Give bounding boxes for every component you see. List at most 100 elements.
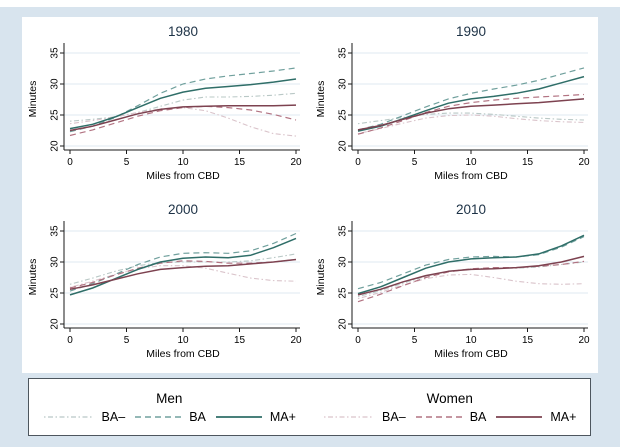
series-line-men-ba [357,67,585,131]
x-tick-label: 20 [290,157,302,168]
x-tick-label: 10 [177,335,189,346]
legend-group-women: Women BA– BA MA+ [310,379,591,435]
legend-entry-men-ma-plus: MA+ [215,410,296,424]
y-axis-title: Minutes [315,259,327,296]
x-tick-label: 10 [465,335,477,346]
x-axis-title: Miles from CBD [146,170,220,182]
plot-area: 20 25 30 35 0 5 10 15 20 [50,43,302,168]
x-tick-label: 0 [355,157,361,168]
plot-area: 20 25 30 35 0 5 10 15 20 [50,221,302,346]
x-axis-title: Miles from CBD [434,170,508,182]
plot-panels-region: 1980 Minutes 20 25 30 35 0 5 10 15 20 Miles from… [22,17,598,373]
y-axis-title: Minutes [315,81,327,118]
x-tick-label: 0 [355,335,361,346]
y-axis-title: Minutes [27,259,39,296]
legend-entry-women-ba: BA [415,410,487,425]
series-line-women-ma- [357,98,585,131]
series-line-men-ba- [69,253,297,285]
y-tick-label: 30 [338,78,349,90]
legend-row-women: BA– BA MA+ [323,410,576,424]
legend-header-men: Men [156,390,183,406]
x-tick-label: 10 [177,157,189,168]
legend-label: BA [469,410,487,425]
x-axis-title: Miles from CBD [146,348,220,360]
series-line-men-ba [69,232,297,292]
series-line-women-ba- [357,273,585,300]
panel-grid: 1980 Minutes 20 25 30 35 0 5 10 15 20 Miles from… [22,17,598,373]
legend-header-women: Women [426,390,473,406]
series-line-women-ba- [357,114,585,135]
x-tick-label: 0 [67,335,73,346]
x-tick-label: 20 [578,157,590,168]
chart-panel-1980: 1980 Minutes 20 25 30 35 0 5 10 15 20 Miles from… [22,17,310,195]
chart-panel-2000: 2000 Minutes 20 25 30 35 0 5 10 15 20 Miles from… [22,195,310,373]
x-tick-label: 20 [290,335,302,346]
series-line-women-ma- [69,104,297,132]
chart-svg-1980: 1980 Minutes 20 25 30 35 0 5 10 15 20 Miles from… [27,24,302,182]
plot-area: 20 25 30 35 0 5 10 15 20 [338,43,590,168]
y-tick-label: 25 [338,109,349,121]
series-line-women-ba- [69,107,297,137]
series-line-women-ma- [357,255,585,296]
y-tick-label: 35 [338,225,349,237]
x-axis-title: Miles from CBD [434,348,508,360]
y-tick-label: 35 [338,47,349,59]
series-line-men-ba- [357,112,585,125]
y-tick-label: 20 [338,318,349,330]
series-line-women-ma- [69,258,297,291]
x-tick-label: 15 [234,157,246,168]
series-line-women-ba [357,260,585,303]
series-line-women-ba [69,105,297,137]
y-tick-label: 20 [50,140,61,152]
legend-entry-women-ma-plus: MA+ [495,410,576,424]
chart-panel-2010: 2010 Minutes 20 25 30 35 0 5 10 15 20 Miles from… [310,195,598,373]
y-tick-label: 35 [50,225,61,237]
y-axis-title: Minutes [27,81,39,118]
legend-entry-men-ba-minus: BA– [43,410,126,425]
dotted-line-swatch-icon [43,416,94,419]
series-line-men-ba- [357,261,585,298]
chart-panel-1990: 1990 Minutes 20 25 30 35 0 5 10 15 20 Miles from… [310,17,598,195]
y-tick-label: 35 [50,47,61,59]
y-tick-label: 20 [50,318,61,330]
x-tick-label: 5 [412,335,418,346]
y-tick-label: 25 [50,109,61,121]
x-tick-label: 5 [124,157,130,168]
x-tick-label: 0 [67,157,73,168]
dotted-line-swatch-icon [324,416,375,419]
legend-group-men: Men BA– BA MA+ [29,379,310,435]
solid-line-swatch-icon [496,416,543,419]
y-tick-label: 25 [338,287,349,299]
series-line-men-ba- [69,92,297,122]
graph-region: 1980 Minutes 20 25 30 35 0 5 10 15 20 Miles from… [0,7,620,447]
legend-box: Men BA– BA MA+ Wome [28,378,591,436]
x-tick-label: 20 [578,335,590,346]
legend-label: BA– [101,410,126,425]
series-line-men-ba [69,67,297,133]
x-tick-label: 15 [522,157,534,168]
x-tick-label: 15 [522,335,534,346]
legend-entry-men-ba: BA [134,410,206,424]
chart-svg-1990: 1990 Minutes 20 25 30 35 0 5 10 15 20 Miles from… [315,24,590,182]
y-tick-label: 30 [338,256,349,268]
y-tick-label: 20 [338,140,349,152]
legend-row-men: BA– BA MA+ [43,410,296,424]
legend-label: MA+ [550,410,577,425]
panel-title: 2000 [168,202,198,217]
chart-svg-2000: 2000 Minutes 20 25 30 35 0 5 10 15 20 Miles from… [27,202,302,360]
series-line-men-ba [357,236,585,290]
legend-label: BA– [382,410,406,425]
x-tick-label: 15 [234,335,246,346]
plot-area: 20 25 30 35 0 5 10 15 20 [338,221,590,346]
y-tick-label: 30 [50,256,61,268]
solid-line-swatch-icon [215,416,262,419]
series-line-men-ma- [69,78,297,130]
legend-entry-women-ba-minus: BA– [323,410,406,424]
series-line-men-ma- [357,234,585,295]
panel-title: 2010 [456,202,486,217]
x-tick-label: 5 [412,157,418,168]
panel-title: 1990 [456,24,486,39]
panel-title: 1980 [168,24,198,39]
series-line-women-ba [357,93,585,135]
